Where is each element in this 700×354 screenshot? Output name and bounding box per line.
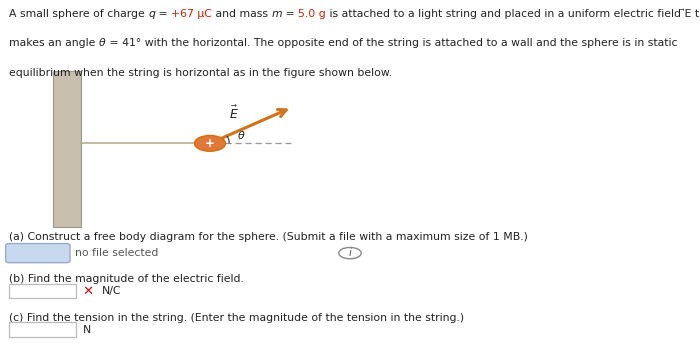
Text: A small sphere of charge: A small sphere of charge <box>9 9 148 19</box>
Text: $\vec{E}$: $\vec{E}$ <box>228 104 239 122</box>
Text: i: i <box>349 248 351 258</box>
Text: (a) Construct a free body diagram for the sphere. (Submit a file with a maximum : (a) Construct a free body diagram for th… <box>9 232 528 242</box>
Text: =: = <box>155 9 172 19</box>
Text: m: m <box>272 9 282 19</box>
Text: Choose File: Choose File <box>10 248 66 258</box>
Text: 4.6e3: 4.6e3 <box>15 286 46 296</box>
Bar <box>52 71 80 227</box>
Text: = 41° with the horizontal. The opposite end of the string is attached to a wall : = 41° with the horizontal. The opposite … <box>106 38 677 48</box>
FancyBboxPatch shape <box>6 244 70 263</box>
Text: +: + <box>205 137 215 150</box>
Text: N/C: N/C <box>102 286 122 296</box>
Circle shape <box>195 136 225 151</box>
Bar <box>9 284 76 298</box>
Bar <box>9 322 76 337</box>
Text: (c) Find the tension in the string. (Enter the magnitude of the tension in the s: (c) Find the tension in the string. (Ent… <box>9 313 464 323</box>
Text: no file selected: no file selected <box>75 248 158 258</box>
Text: +67 μC: +67 μC <box>172 9 212 19</box>
Text: equilibrium when the string is horizontal as in the figure shown below.: equilibrium when the string is horizonta… <box>9 68 392 78</box>
Text: ✕: ✕ <box>83 285 94 297</box>
Text: θ: θ <box>99 38 106 48</box>
Text: N: N <box>83 325 91 335</box>
Text: and mass: and mass <box>212 9 272 19</box>
Text: makes an angle: makes an angle <box>9 38 99 48</box>
Text: q: q <box>148 9 155 19</box>
Text: 5.0 g: 5.0 g <box>298 9 326 19</box>
Circle shape <box>339 247 361 259</box>
Text: (b) Find the magnitude of the electric field.: (b) Find the magnitude of the electric f… <box>9 274 244 284</box>
Text: =: = <box>282 9 298 19</box>
Text: $\theta$: $\theta$ <box>237 129 245 141</box>
Text: is attached to a light string and placed in a uniform electric field ⃗E that: is attached to a light string and placed… <box>326 9 700 19</box>
